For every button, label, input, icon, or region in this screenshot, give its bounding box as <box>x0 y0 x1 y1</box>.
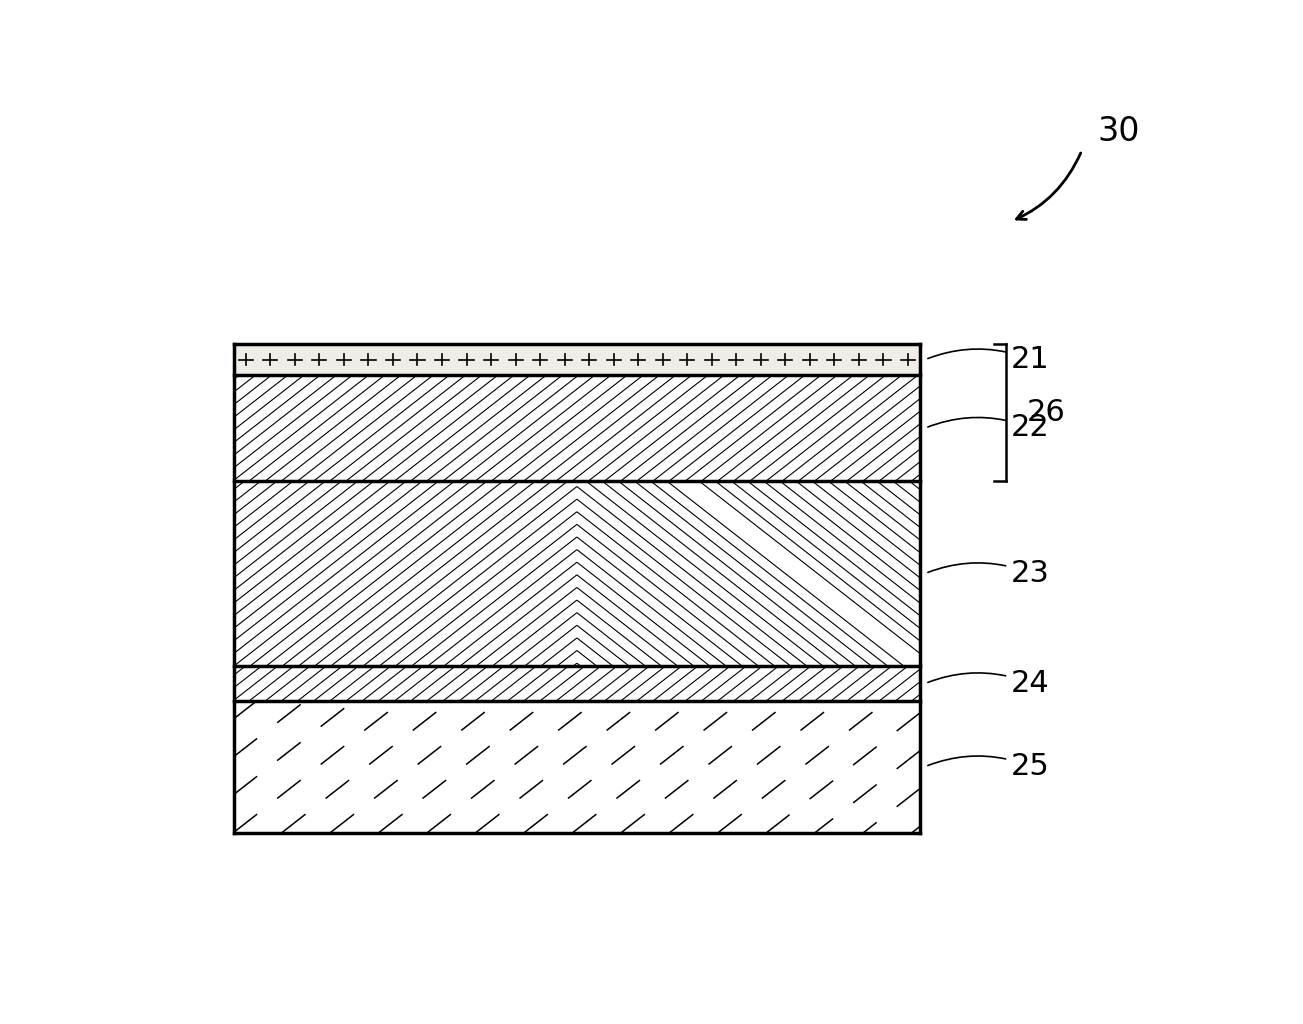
Bar <box>233 376 920 480</box>
Text: 22: 22 <box>928 414 1050 442</box>
Text: 23: 23 <box>928 559 1050 588</box>
Text: 26: 26 <box>1027 397 1065 427</box>
Bar <box>233 344 920 376</box>
Text: 25: 25 <box>928 752 1050 781</box>
Bar <box>233 700 920 833</box>
Bar <box>233 667 920 700</box>
Text: 30: 30 <box>1097 115 1139 148</box>
Text: 21: 21 <box>928 345 1050 374</box>
Text: 24: 24 <box>928 669 1050 698</box>
Bar <box>233 480 920 667</box>
